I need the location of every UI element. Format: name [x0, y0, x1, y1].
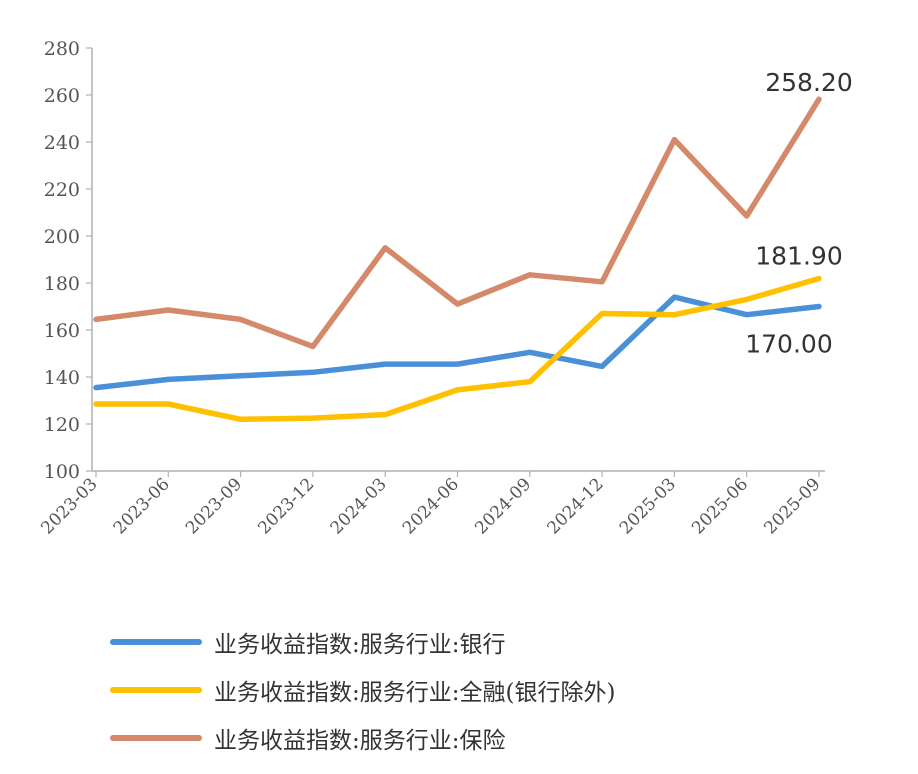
x-tick-label: 2023-09	[182, 474, 246, 538]
x-tick-label: 2025-03	[616, 474, 680, 538]
series-line-0	[93, 294, 822, 391]
x-tick-label: 2024-06	[399, 474, 463, 538]
y-tick-label: 260	[44, 85, 80, 107]
y-tick-label: 160	[44, 320, 80, 342]
x-tick-label: 2025-09	[760, 474, 824, 538]
legend-item: 业务收益指数:服务行业:银行	[110, 618, 615, 666]
y-tick-label: 280	[44, 38, 80, 60]
y-tick-label: 220	[44, 179, 80, 201]
legend-swatch	[110, 687, 202, 693]
x-tick-label: 2024-03	[327, 474, 391, 538]
series-lines	[93, 96, 822, 423]
legend-swatch	[110, 639, 202, 645]
end-value-label-0: 170.00	[745, 330, 832, 359]
end-value-label-2: 258.20	[765, 68, 852, 97]
data-labels: 170.00 181.90 258.20	[745, 68, 852, 358]
y-tick-label: 200	[44, 226, 80, 248]
x-tick-label: 2023-12	[254, 474, 318, 538]
y-tick-label: 180	[44, 273, 80, 295]
legend: 业务收益指数:服务行业:银行业务收益指数:服务行业:全融(银行除外) 业务收益指数…	[110, 618, 615, 762]
x-tick-label: 2024-09	[471, 474, 535, 538]
series-line-1	[93, 275, 822, 423]
x-tick-label: 2023-06	[110, 474, 174, 538]
x-tick-label: 2024-12	[544, 474, 608, 538]
x-tick-label: 2025-06	[688, 474, 752, 538]
series-line-2	[93, 96, 822, 350]
legend-swatch	[110, 735, 202, 741]
legend-label: 业务收益指数:服务行业:全融(银行除外)	[214, 680, 616, 706]
y-tick-label: 140	[44, 367, 80, 389]
legend-label: 业务收益指数:服务行业:保险	[214, 728, 506, 754]
end-value-label-1: 181.90	[755, 242, 842, 271]
y-tick-label: 100	[44, 461, 80, 483]
legend-item: 业务收益指数:服务行业:保险	[110, 714, 615, 762]
y-tick-label: 240	[44, 132, 80, 154]
legend-item: 业务收益指数:服务行业:全融(银行除外)	[110, 666, 615, 714]
legend-label: 业务收益指数:服务行业:银行	[214, 632, 506, 658]
x-tick-label: 2023-03	[37, 474, 101, 538]
y-tick-label: 120	[44, 414, 80, 436]
